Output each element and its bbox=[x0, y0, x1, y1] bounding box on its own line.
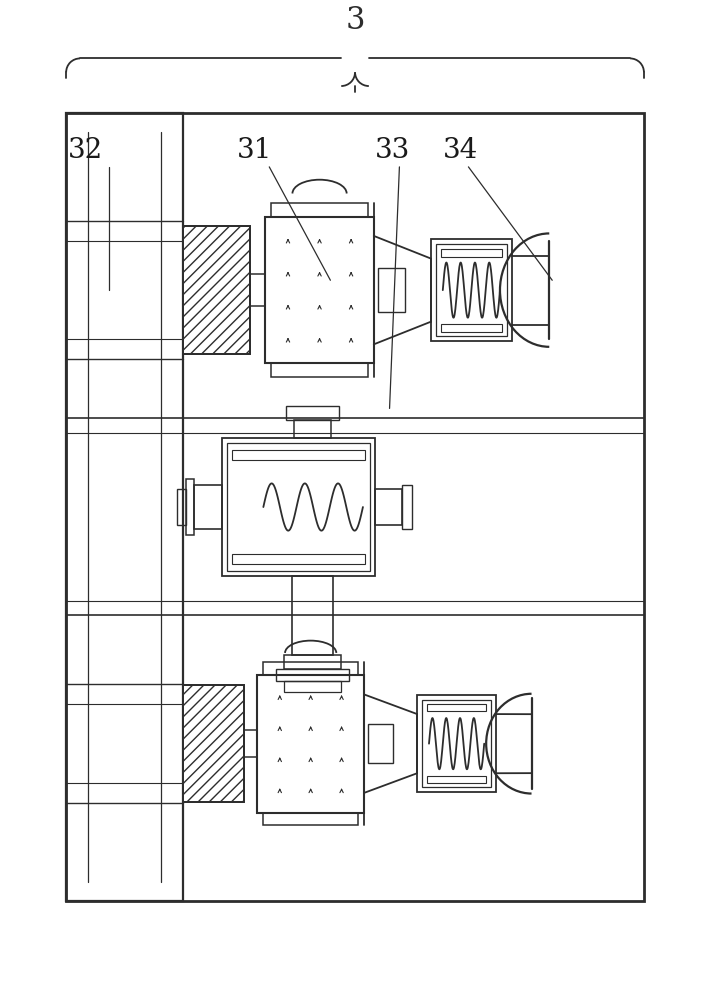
Bar bbox=[441, 249, 502, 257]
Bar bbox=[258, 675, 364, 813]
Bar bbox=[232, 450, 365, 460]
Bar bbox=[263, 813, 358, 825]
Bar bbox=[183, 685, 243, 802]
Bar bbox=[227, 443, 370, 571]
Bar bbox=[284, 681, 342, 692]
Bar bbox=[292, 576, 334, 655]
Bar bbox=[368, 724, 394, 763]
Bar bbox=[436, 244, 507, 336]
Bar bbox=[286, 406, 339, 420]
Bar bbox=[402, 485, 412, 529]
Text: 32: 32 bbox=[68, 137, 104, 164]
Bar bbox=[294, 420, 332, 438]
Bar bbox=[271, 203, 368, 217]
Text: 31: 31 bbox=[237, 137, 272, 164]
Bar bbox=[232, 554, 365, 564]
Bar bbox=[378, 268, 405, 312]
Bar bbox=[250, 274, 266, 306]
Bar bbox=[276, 669, 349, 681]
Bar bbox=[427, 704, 486, 711]
Bar bbox=[194, 485, 222, 529]
Bar bbox=[417, 695, 496, 792]
Bar bbox=[263, 662, 358, 675]
Bar bbox=[186, 479, 194, 535]
Bar bbox=[183, 226, 250, 354]
Bar bbox=[422, 700, 491, 787]
Bar bbox=[374, 489, 402, 525]
Bar bbox=[284, 655, 342, 669]
Bar bbox=[243, 730, 258, 757]
Bar bbox=[441, 324, 502, 332]
Bar bbox=[183, 685, 243, 802]
Bar bbox=[183, 226, 250, 354]
Bar bbox=[271, 363, 368, 377]
Bar bbox=[177, 489, 186, 525]
Text: 3: 3 bbox=[345, 5, 364, 36]
Text: 34: 34 bbox=[443, 137, 478, 164]
Bar bbox=[266, 217, 374, 363]
Bar bbox=[222, 438, 374, 576]
Bar bbox=[66, 113, 644, 901]
Text: 33: 33 bbox=[375, 137, 410, 164]
Bar bbox=[431, 239, 512, 341]
Bar bbox=[66, 113, 183, 901]
Bar bbox=[427, 776, 486, 783]
